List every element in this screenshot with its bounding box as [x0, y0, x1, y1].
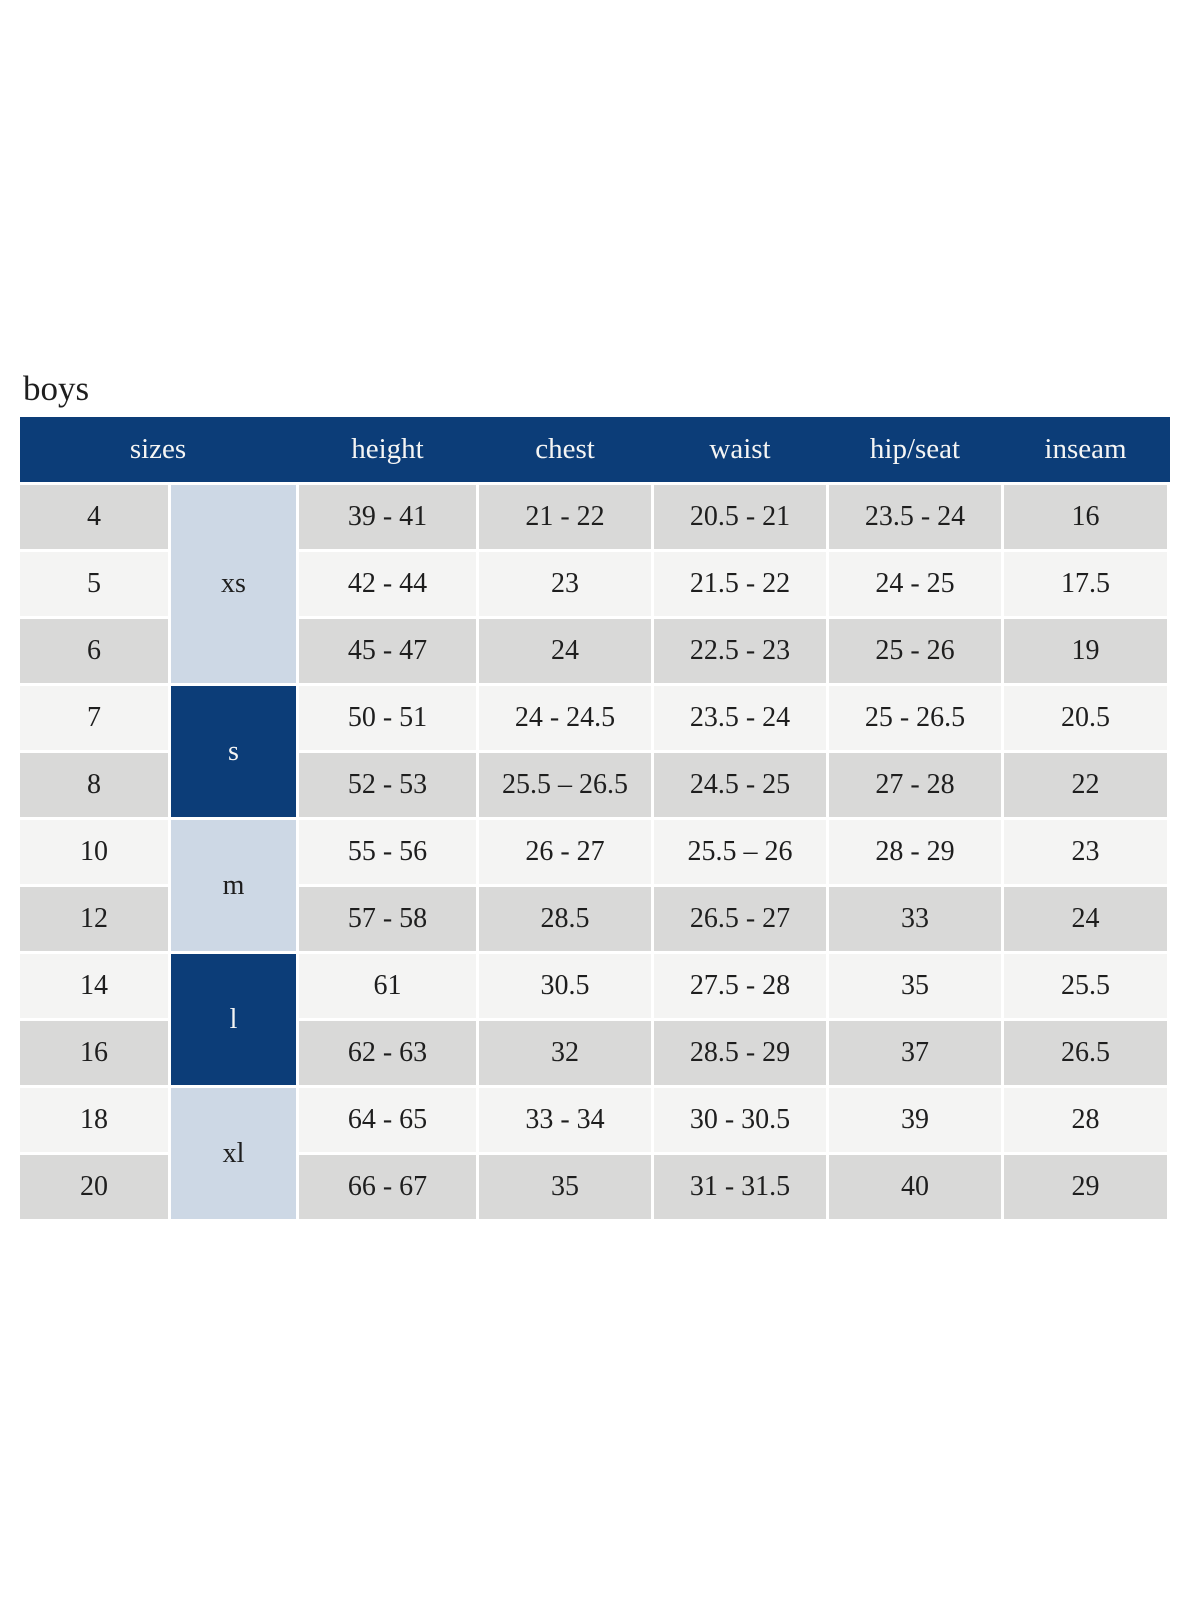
header-waist: waist — [709, 433, 771, 465]
hip-seat-cell: 39 — [829, 1088, 1001, 1152]
size-cell: 7 — [20, 686, 168, 750]
table-header: sizes height chest waist hip/seat inseam — [20, 417, 1170, 482]
inseam-cell: 20.5 — [1004, 686, 1167, 750]
header-inseam: inseam — [1044, 433, 1127, 465]
waist-cell: 26.5 - 27 — [654, 887, 826, 951]
size-group-cell-xs: xs — [171, 485, 296, 683]
size-group-cell-s: s — [171, 686, 296, 817]
waist-cell: 28.5 - 29 — [654, 1021, 826, 1085]
waist-cell: 25.5 – 26 — [654, 820, 826, 884]
chest-cell: 33 - 34 — [479, 1088, 651, 1152]
inseam-cell: 29 — [1004, 1155, 1167, 1219]
height-cell: 66 - 67 — [299, 1155, 476, 1219]
hip-seat-cell: 28 - 29 — [829, 820, 1001, 884]
chest-cell: 24 - 24.5 — [479, 686, 651, 750]
size-cell: 5 — [20, 552, 168, 616]
hip-seat-cell: 35 — [829, 954, 1001, 1018]
chest-cell: 35 — [479, 1155, 651, 1219]
header-height: height — [351, 433, 424, 465]
height-cell: 42 - 44 — [299, 552, 476, 616]
chest-cell: 28.5 — [479, 887, 651, 951]
inseam-cell: 28 — [1004, 1088, 1167, 1152]
chest-cell: 30.5 — [479, 954, 651, 1018]
hip-seat-cell: 40 — [829, 1155, 1001, 1219]
chest-cell: 32 — [479, 1021, 651, 1085]
size-cell: 12 — [20, 887, 168, 951]
height-cell: 61 — [299, 954, 476, 1018]
size-cell: 6 — [20, 619, 168, 683]
waist-cell: 20.5 - 21 — [654, 485, 826, 549]
height-cell: 39 - 41 — [299, 485, 476, 549]
size-chart-section: boys sizes height chest waist hip/seat i… — [20, 371, 1170, 1219]
header-hip-seat: hip/seat — [869, 433, 961, 465]
waist-cell: 31 - 31.5 — [654, 1155, 826, 1219]
size-cell: 8 — [20, 753, 168, 817]
inseam-cell: 24 — [1004, 887, 1167, 951]
table-body: 4 39 - 41 21 - 22 20.5 - 21 23.5 - 24 16 5 42 -… — [20, 485, 1170, 1219]
inseam-cell: 26.5 — [1004, 1021, 1167, 1085]
height-cell: 52 - 53 — [299, 753, 476, 817]
hip-seat-cell: 37 — [829, 1021, 1001, 1085]
inseam-cell: 19 — [1004, 619, 1167, 683]
waist-cell: 30 - 30.5 — [654, 1088, 826, 1152]
chest-cell: 26 - 27 — [479, 820, 651, 884]
waist-cell: 24.5 - 25 — [654, 753, 826, 817]
waist-cell: 23.5 - 24 — [654, 686, 826, 750]
size-group-cell-l: l — [171, 954, 296, 1085]
hip-seat-cell: 25 - 26.5 — [829, 686, 1001, 750]
header-chest: chest — [535, 433, 595, 465]
size-cell: 14 — [20, 954, 168, 1018]
inseam-cell: 23 — [1004, 820, 1167, 884]
waist-cell: 21.5 - 22 — [654, 552, 826, 616]
size-group-cell-m: m — [171, 820, 296, 951]
height-cell: 50 - 51 — [299, 686, 476, 750]
size-cell: 16 — [20, 1021, 168, 1085]
size-cell: 20 — [20, 1155, 168, 1219]
size-group-cell-xl: xl — [171, 1088, 296, 1219]
chest-cell: 25.5 – 26.5 — [479, 753, 651, 817]
height-cell: 45 - 47 — [299, 619, 476, 683]
waist-cell: 22.5 - 23 — [654, 619, 826, 683]
size-cell: 10 — [20, 820, 168, 884]
size-cell: 4 — [20, 485, 168, 549]
header-sizes: sizes — [129, 433, 187, 465]
hip-seat-cell: 27 - 28 — [829, 753, 1001, 817]
inseam-cell: 25.5 — [1004, 954, 1167, 1018]
height-cell: 64 - 65 — [299, 1088, 476, 1152]
hip-seat-cell: 33 — [829, 887, 1001, 951]
height-cell: 55 - 56 — [299, 820, 476, 884]
hip-seat-cell: 23.5 - 24 — [829, 485, 1001, 549]
chest-cell: 21 - 22 — [479, 485, 651, 549]
inseam-cell: 16 — [1004, 485, 1167, 549]
size-cell: 18 — [20, 1088, 168, 1152]
chest-cell: 23 — [479, 552, 651, 616]
height-cell: 57 - 58 — [299, 887, 476, 951]
inseam-cell: 17.5 — [1004, 552, 1167, 616]
hip-seat-cell: 25 - 26 — [829, 619, 1001, 683]
inseam-cell: 22 — [1004, 753, 1167, 817]
hip-seat-cell: 24 - 25 — [829, 552, 1001, 616]
waist-cell: 27.5 - 28 — [654, 954, 826, 1018]
page-title: boys — [23, 369, 90, 408]
chest-cell: 24 — [479, 619, 651, 683]
height-cell: 62 - 63 — [299, 1021, 476, 1085]
